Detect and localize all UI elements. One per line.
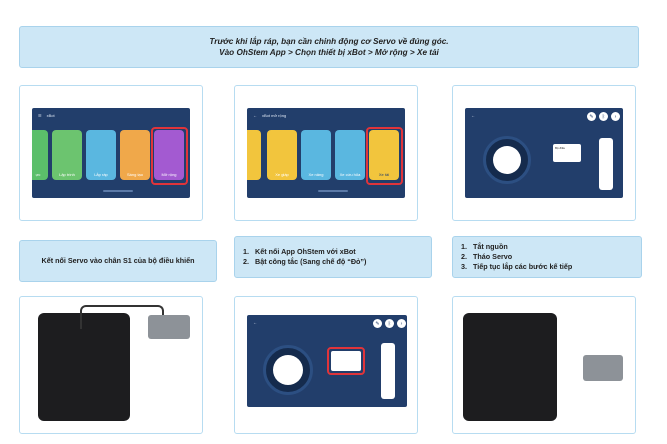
app-home-screenshot: ☰ xBot ực Lập trình Lắp ráp Sáng tạo Mở … [32, 108, 190, 198]
card-app-home: ☰ xBot ực Lập trình Lắp ráp Sáng tạo Mở … [19, 85, 203, 221]
intro-banner: Trước khi lắp ráp, bạn cần chỉnh động cơ… [19, 26, 639, 68]
bluetooth-icon[interactable]: ᛒ [385, 319, 394, 328]
tile-label: Lập trình [59, 172, 75, 177]
highlight-xe-tai [366, 127, 403, 185]
highlight-toggle [327, 347, 365, 375]
banner-line-1: Trước khi lắp ráp, bạn cần chỉnh động cơ… [209, 37, 449, 46]
tile-sang-tao[interactable]: Sáng tạo [120, 130, 150, 180]
app-extend-screenshot: ← xBot mở rộng Xe giáp Xe nâng Xe cứu hỏ… [247, 108, 405, 198]
tile-label: Xe nâng [308, 172, 324, 177]
tile-label: Xe giáp [275, 172, 289, 177]
edit-icon[interactable]: ✎ [587, 112, 596, 121]
banner-line-2: Vào OhStem App > Chọn thiết bị xBot > Mở… [219, 48, 439, 57]
dpad-icon[interactable] [273, 355, 303, 385]
tile-label: Mở rộng [161, 172, 177, 177]
controller-board-image [463, 313, 557, 421]
tile-lap-rap[interactable]: Lắp ráp [86, 130, 116, 180]
back-icon[interactable]: ← [471, 112, 475, 118]
page-indicator [318, 190, 349, 192]
controller-board-image [38, 313, 130, 421]
tile-xe-nang[interactable]: Xe nâng [301, 130, 331, 180]
tile-label: Xe cứu hỏa [339, 172, 361, 177]
card-board-removed [452, 296, 636, 434]
tile-partial[interactable]: ực [32, 130, 48, 180]
app-topbar: ☰ xBot [32, 108, 190, 122]
page-indicator [103, 190, 134, 192]
servo-slider[interactable] [381, 343, 395, 399]
app-topbar: ← xBot mở rộng [247, 108, 405, 122]
back-icon[interactable]: ← [253, 112, 257, 118]
servo-slider[interactable] [599, 138, 613, 190]
dpad-icon[interactable] [493, 146, 521, 174]
toggle-label: Bộ điều [555, 146, 566, 150]
servo-toggle[interactable] [331, 351, 361, 371]
step-item: 1. Kết nối App OhStem với xBot [243, 247, 356, 256]
edit-icon[interactable]: ✎ [373, 319, 382, 328]
app-title: xBot mở rộng [262, 112, 287, 118]
step-text: Kết nối Servo vào chân S1 của bộ điều kh… [41, 256, 195, 265]
card-servo-control: ← ✎ ᛒ › Bộ điều [452, 85, 636, 221]
tile-partial[interactable] [247, 130, 261, 180]
tile-label: Lắp ráp [94, 172, 108, 177]
step-item: 2. Bật công tắc (Sang chế độ “Đỏ”) [243, 257, 367, 266]
step-finish: 1. Tắt nguồn 2. Tháo Servo 3. Tiếp tục l… [452, 236, 642, 278]
tile-label: Xe tải [378, 172, 390, 177]
card-board-servo [19, 296, 203, 434]
step-item: 2. Tháo Servo [461, 252, 513, 261]
tile-lap-trinh[interactable]: Lập trình [52, 130, 82, 180]
next-icon[interactable]: › [397, 319, 406, 328]
tile-label: Sáng tạo [126, 172, 143, 177]
tile-xe-cuu-hoa[interactable]: Xe cứu hỏa [335, 130, 365, 180]
servo-control-screenshot: ← ✎ ᛒ › Bộ điều [465, 108, 623, 198]
tile-xe-tai[interactable]: Xe tải [369, 130, 399, 180]
tile-xe-giap[interactable]: Xe giáp [267, 130, 297, 180]
card-app-extend: ← xBot mở rộng Xe giáp Xe nâng Xe cứu hỏ… [234, 85, 418, 221]
step-connect-servo: Kết nối Servo vào chân S1 của bộ điều kh… [19, 240, 217, 282]
step-item: 1. Tắt nguồn [461, 242, 508, 251]
highlight-mo-rong [151, 127, 188, 185]
menu-icon[interactable]: ☰ [38, 112, 42, 118]
servo-toggle-screenshot: ← ✎ ᛒ › [247, 315, 407, 407]
step-connect-app: 1. Kết nối App OhStem với xBot 2. Bật cô… [234, 236, 432, 278]
servo-motor-image [148, 315, 190, 339]
bluetooth-icon[interactable]: ᛒ [599, 112, 608, 121]
card-servo-toggle: ← ✎ ᛒ › [234, 296, 418, 434]
app-topbar: ← [465, 108, 623, 122]
next-icon[interactable]: › [611, 112, 620, 121]
tile-mo-rong[interactable]: Mở rộng [154, 130, 184, 180]
servo-motor-image [583, 355, 623, 381]
app-title: xBot [46, 112, 55, 118]
step-item: 3. Tiếp tục lắp các bước kế tiếp [461, 262, 573, 271]
servo-toggle[interactable]: Bộ điều [553, 144, 581, 162]
app-topbar: ← [247, 315, 407, 329]
back-icon[interactable]: ← [253, 319, 257, 325]
